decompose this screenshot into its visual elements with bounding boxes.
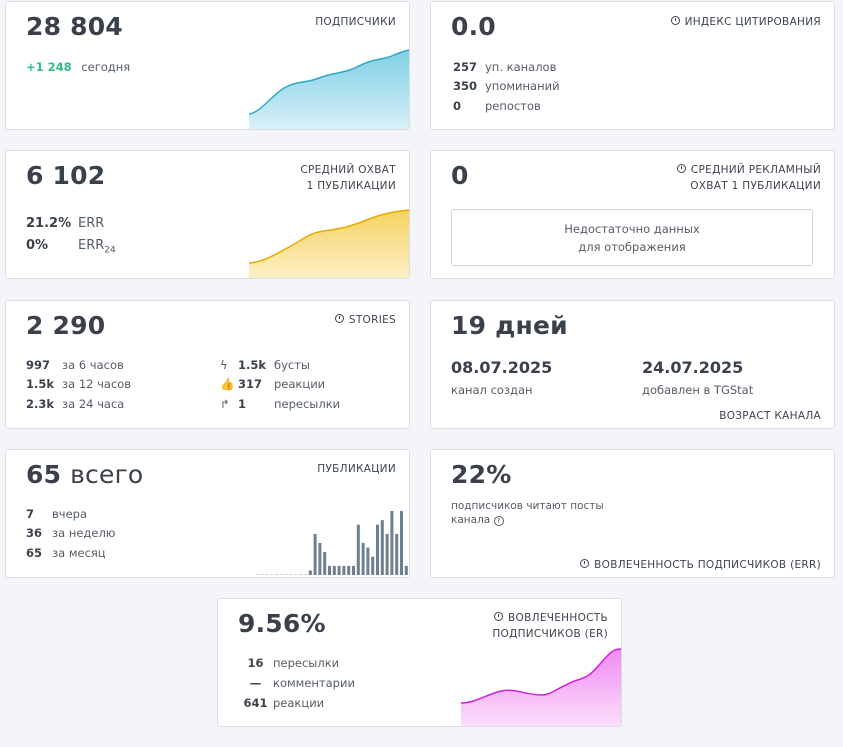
reach-label: СРЕДНИЙ ОХВАТ 1 ПУБЛИКАЦИИ [300,164,396,192]
ad-reach-card[interactable]: 0 СРЕДНИЙ РЕКЛАМНЫЙ ОХВАТ 1 ПУБЛИКАЦИИ Не… [430,150,835,279]
posts-bar [304,574,307,575]
age-value: 19 дней [451,311,568,340]
stories-row: 1.5k за 12 часов [26,377,132,391]
no-data-box: Недостаточно данных для отображения [451,209,813,266]
posts-bar [356,524,360,575]
stories-reactions-row: 👍 317 реакции [220,377,326,391]
posts-bar [352,565,355,575]
posts-row: 36 за неделю [26,526,116,540]
subscribers-label: ПОДПИСЧИКИ [315,16,396,28]
err-row: 21.2% ERR [26,216,105,231]
stories-row: 2.3k за 24 часа [26,397,125,411]
posts-bar [400,511,403,575]
posts-bar [342,565,346,575]
stories-forwards-row: ↱ 1 пересылки [220,397,341,411]
forward-icon: ↱ [220,397,230,411]
ad-reach-label: СРЕДНИЙ РЕКЛАМНЫЙ ОХВАТ 1 ПУБЛИКАЦИИ [676,162,821,194]
err-value: 22% [451,460,512,489]
stories-row: 997 за 6 часов [26,358,124,372]
er-row: 641 реакции [243,696,325,710]
er-row: 16 пересылки [247,656,340,670]
er-label: ВОВЛЕЧЕННОСТЬ ПОДПИСЧИКОВ (ER) [492,612,608,640]
age-card[interactable]: 19 дней 08.07.2025 канал создан 24.07.20… [430,300,835,429]
posts-bar [395,533,399,575]
reach-card[interactable]: 6 102 СРЕДНИЙ ОХВАТ 1 ПУБЛИКАЦИИ 21.2% ERR… [5,150,410,279]
posts-bar [328,565,331,575]
posts-bar [390,511,394,575]
posts-bar [289,574,293,575]
help-icon[interactable]: ? [493,516,504,526]
posts-bar [299,574,303,575]
posts-bar [337,565,341,575]
posts-bar [308,570,312,575]
citation-value: 0.0 [451,12,496,41]
ad-reach-value: 0 [451,161,469,190]
subscribers-sparkline [249,49,409,129]
stories-value: 2 290 [26,311,106,340]
posts-bar [385,533,389,575]
posts-bar [323,552,327,575]
citation-card[interactable]: 0.0 ИНДЕКС ЦИТИРОВАНИЯ 257 уп. каналов 35… [430,1,835,130]
posts-bar [313,533,317,575]
posts-bar [256,574,259,575]
citation-label: ИНДЕКС ЦИТИРОВАНИЯ [670,14,821,30]
posts-bar [366,547,370,575]
info-icon [670,16,680,25]
subscribers-card[interactable]: 28 804 ПОДПИСЧИКИ +1 248 сегодня [5,1,410,130]
created-date: 08.07.2025 [451,358,553,377]
reach-sparkline [249,209,409,278]
posts-bar [275,574,279,575]
info-icon [580,559,590,568]
posts-bar [376,524,379,575]
posts-bar [380,520,384,575]
stories-card[interactable]: 2 290 STORIES 997 за 6 часов 1.5k за 12 ча… [5,300,410,429]
posts-value: 65 всего [26,460,144,489]
info-icon [494,612,504,621]
thumbs-up-icon: 👍 [220,377,235,391]
info-icon [676,164,686,173]
err24-row: 0% ERR24 [26,238,116,256]
boost-icon: ϟ [220,358,228,372]
stories-label: STORIES [334,312,396,328]
posts-bar [270,574,274,575]
posts-bar [260,574,264,575]
posts-bar [371,556,375,575]
er-row: — комментарии [249,676,355,690]
posts-bar [294,574,298,575]
posts-bar [280,574,283,575]
info-icon [334,314,344,323]
subscribers-delta-row: +1 248 сегодня [26,59,130,75]
added-label: добавлен в TGStat [642,383,754,397]
subscribers-delta-label: сегодня [81,60,131,74]
err-card[interactable]: 22% подписчиков читают посты канала ? ВОВ… [430,449,835,578]
posts-bar [265,574,269,575]
added-date: 24.07.2025 [642,358,744,377]
posts-bar [347,565,351,575]
posts-bar [284,574,288,575]
citation-row: 350 упоминаний [453,79,560,93]
err-description: подписчиков читают посты канала ? [451,500,604,526]
posts-row: 65 за месяц [26,546,106,560]
subscribers-delta: +1 248 [26,60,72,74]
er-card[interactable]: 9.56% ВОВЛЕЧЕННОСТЬ ПОДПИСЧИКОВ (ER) 16 пе… [217,598,622,727]
reach-value: 6 102 [26,161,106,190]
citation-row: 257 уп. каналов [453,60,557,74]
subscribers-value: 28 804 [26,12,123,41]
posts-bar [318,543,322,575]
posts-bar-chart [256,511,408,575]
posts-bar [404,565,408,575]
citation-row: 0 репостов [453,99,541,113]
er-sparkline [461,648,621,726]
posts-row: 7 вчера [26,507,87,521]
posts-bar [332,565,336,575]
posts-bar [361,543,365,575]
posts-card[interactable]: 65 всего ПУБЛИКАЦИИ 7 вчера 36 за неделю 6… [5,449,410,578]
posts-label: ПУБЛИКАЦИИ [317,463,396,475]
age-label: ВОЗРАСТ КАНАЛА [719,410,821,422]
er-value: 9.56% [238,609,326,638]
err-label: ВОВЛЕЧЕННОСТЬ ПОДПИСЧИКОВ (ERR) [580,557,821,573]
stories-boosts-row: ϟ 1.5k бусты [220,358,310,372]
created-label: канал создан [451,383,533,397]
